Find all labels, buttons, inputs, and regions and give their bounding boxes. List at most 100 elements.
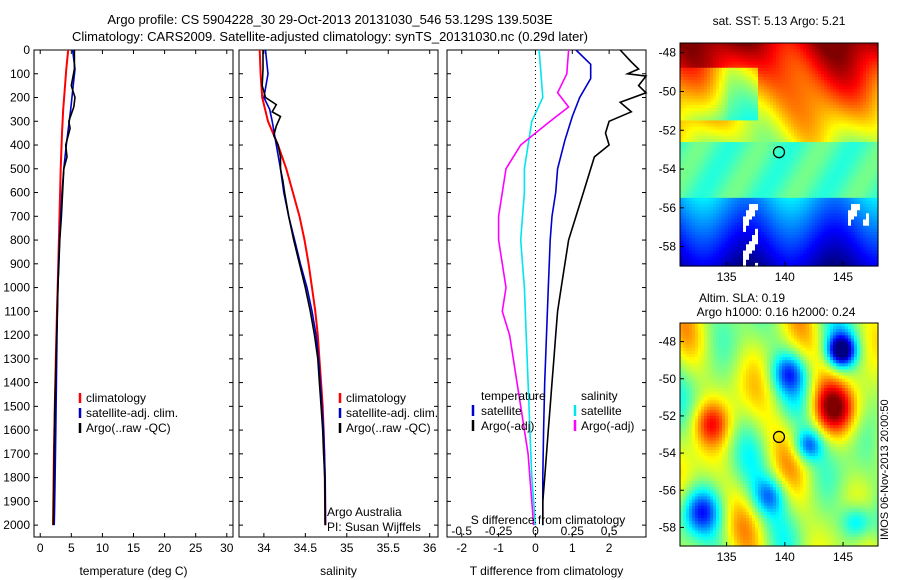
map-cell (767, 70, 771, 75)
map-cell (815, 77, 819, 81)
map-cell (848, 86, 852, 91)
map-cell (860, 67, 864, 72)
map-cell (779, 73, 783, 78)
map-cell (719, 64, 723, 69)
map-cell (698, 104, 702, 109)
map-cell (731, 98, 735, 103)
map-cell (758, 73, 762, 78)
map-cell (728, 95, 732, 100)
map-cell (839, 95, 843, 100)
map-cell (734, 98, 738, 103)
map-cell (746, 77, 750, 81)
y-tick-label: 1000 (3, 281, 30, 295)
map-cell (683, 49, 687, 53)
x-tick-label: 0 (532, 541, 539, 555)
map-cell (767, 73, 771, 78)
map-cell (872, 70, 876, 75)
x-tick-label: 20 (158, 541, 172, 555)
map-cell (767, 61, 771, 66)
map-cell (848, 98, 852, 103)
map-cell (821, 104, 825, 109)
map-cell (722, 64, 726, 69)
map-cell (728, 61, 732, 66)
map-cell (809, 43, 813, 47)
map-cell (818, 67, 822, 72)
map-cell (785, 55, 789, 60)
map-cell (746, 89, 750, 94)
map-cell (713, 80, 717, 84)
map-cell (692, 101, 696, 106)
map-cell (836, 92, 840, 97)
map-cell (680, 104, 684, 109)
map-cell (767, 92, 771, 97)
map-cell (839, 83, 843, 87)
map-cell (746, 46, 750, 50)
map-cell (818, 101, 822, 106)
map-cell (725, 70, 729, 75)
map-cell (782, 58, 786, 63)
map-cell (851, 83, 855, 87)
map-cell (821, 73, 825, 78)
map-cell (764, 73, 768, 78)
map-cell (857, 46, 861, 50)
map-cell (704, 58, 708, 63)
map-cell (749, 83, 753, 87)
y-tick-label: 400 (10, 138, 30, 152)
map-cell (716, 98, 720, 103)
map-cell (719, 104, 723, 109)
map-cell (800, 83, 804, 87)
map-cell (704, 89, 708, 94)
map-cell (740, 95, 744, 100)
x-tick-label: 35.5 (377, 541, 401, 555)
map-cell (755, 43, 759, 47)
map-cell (695, 80, 699, 84)
map-cell (713, 89, 717, 94)
map-cell (710, 98, 714, 103)
map-cell (842, 43, 846, 47)
map-cell (875, 43, 879, 47)
map-cell (746, 58, 750, 63)
map-cell (731, 83, 735, 87)
map-cell (722, 80, 726, 84)
map-cell (710, 95, 714, 100)
map-cell (737, 70, 741, 75)
map-cell (716, 55, 720, 60)
map-cell (770, 61, 774, 66)
map-cell (803, 89, 807, 94)
map-cell (815, 58, 819, 63)
map-cell (728, 70, 732, 75)
map-cell (683, 58, 687, 63)
map-cell (821, 70, 825, 75)
map-cell (869, 49, 873, 53)
map-cell (695, 52, 699, 56)
map-cell (734, 52, 738, 56)
map-cell (740, 46, 744, 50)
map-cell (809, 83, 813, 87)
map-cell (809, 64, 813, 69)
map-cell (860, 98, 864, 103)
map-cell (794, 95, 798, 100)
legend-label: Argo(-adj) (581, 419, 634, 433)
map-cell (680, 95, 684, 100)
map-cell (743, 101, 747, 106)
map-cell (827, 80, 831, 84)
map-cell (818, 43, 822, 47)
map-cell (845, 58, 849, 63)
map-cell (848, 80, 852, 84)
map-cell (836, 86, 840, 91)
map-cell (875, 52, 879, 56)
map-cell (722, 58, 726, 63)
map-cell (716, 49, 720, 53)
map-cell (701, 52, 705, 56)
figure-title-line1: Argo profile: CS 5904228_30 29-Oct-2013 … (107, 12, 553, 27)
map-cell (743, 52, 747, 56)
map-cell (680, 46, 684, 50)
map-cell (758, 89, 762, 94)
map-cell (770, 92, 774, 97)
map-cell (851, 95, 855, 100)
map-cell (761, 64, 765, 69)
map-cell (773, 67, 777, 72)
map-cell (737, 43, 741, 47)
map-cell (764, 98, 768, 103)
